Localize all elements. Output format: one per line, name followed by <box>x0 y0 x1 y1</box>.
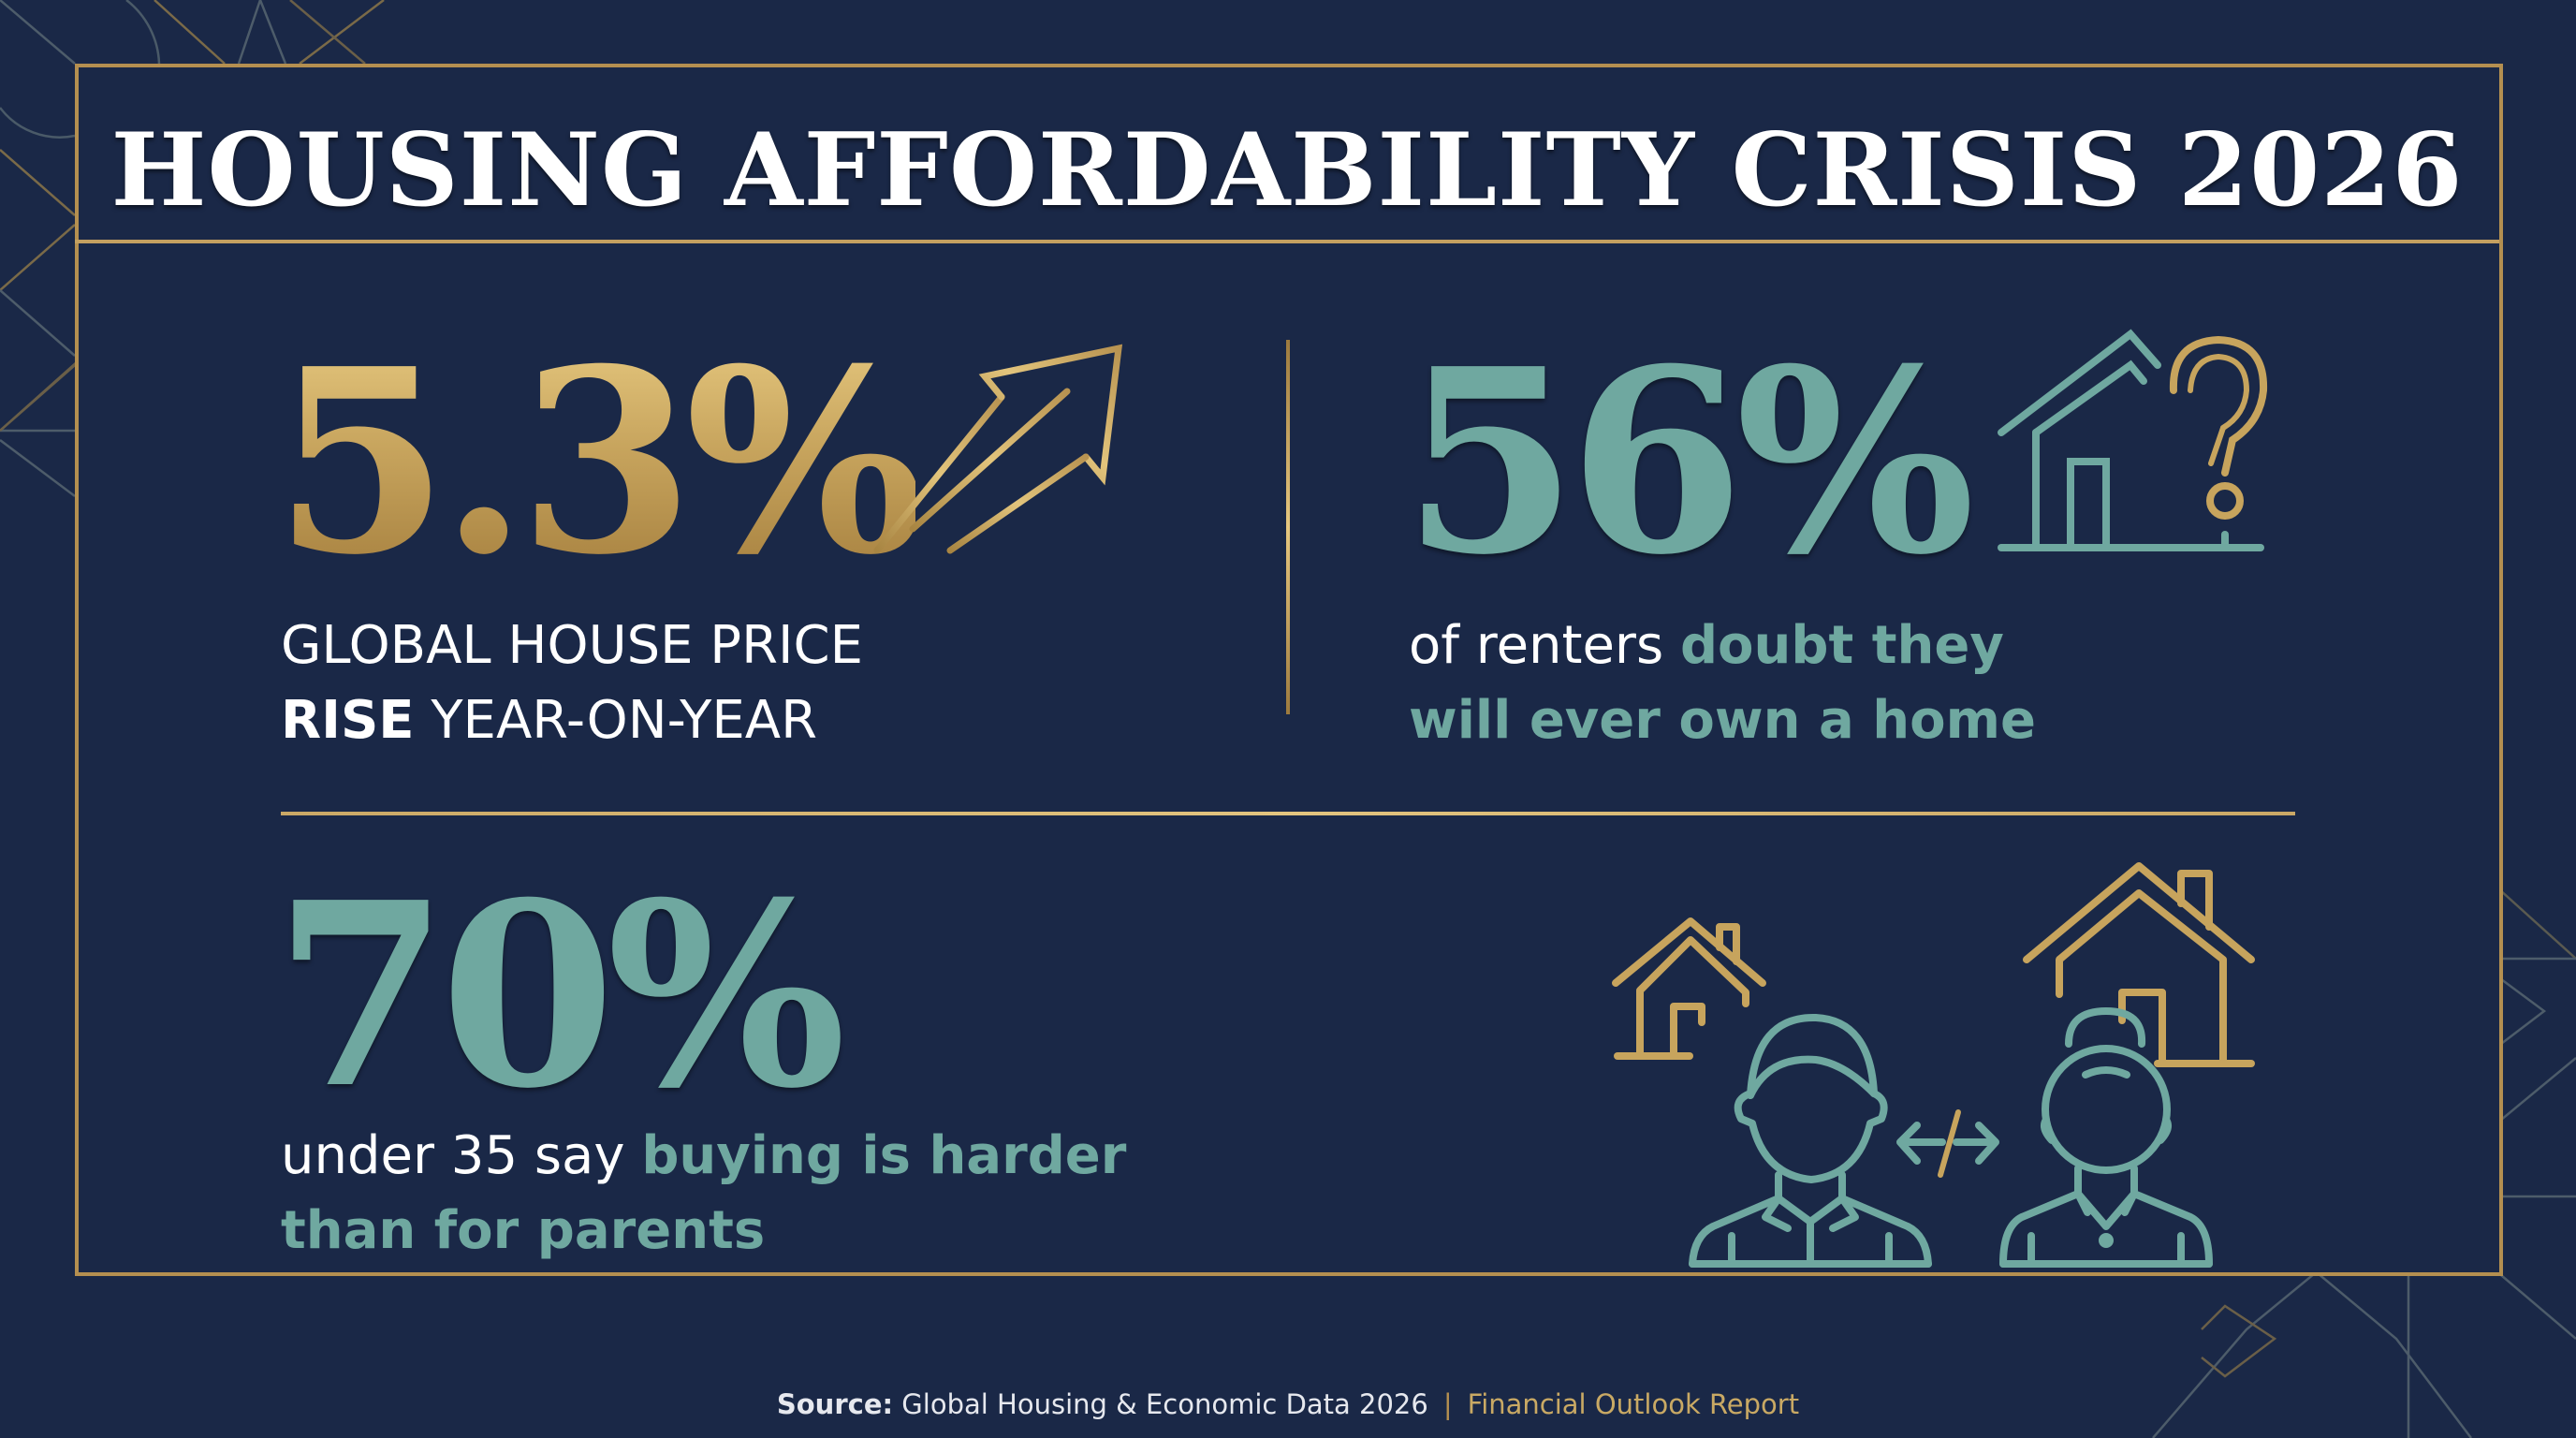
stat-label-line1: of renters doubt they <box>1409 609 2004 683</box>
parent-person-icon <box>1999 1007 2213 1268</box>
vertical-divider <box>1286 340 1290 714</box>
stat-label-accent: will ever own a home <box>1409 690 2036 751</box>
stat-label-line2: will ever own a home <box>1409 683 2036 758</box>
stat-value: 5.3% <box>273 313 925 610</box>
source-text: Global Housing & Economic Data 2026 <box>893 1388 1428 1420</box>
generational-comparison-icon <box>1612 862 2255 1268</box>
stat-label-line2: RISE YEAR-ON-YEAR <box>281 683 817 758</box>
large-house-icon <box>2023 862 2255 1067</box>
page-title: HOUSING AFFORDABILITY CRISIS 2026 <box>110 111 2464 229</box>
trend-up-arrow-icon <box>873 344 1123 554</box>
title-divider <box>75 240 2499 243</box>
stat-label-emphasis: RISE <box>281 690 415 751</box>
small-house-icon <box>1612 917 1766 1060</box>
footer-separator: | <box>1442 1388 1453 1420</box>
stat-value: 56% <box>1402 313 1975 610</box>
stat-label-line1: GLOBAL HOUSE PRICE <box>281 615 863 676</box>
stat-label-plain: under 35 say <box>281 1125 642 1186</box>
stat-label-accent: than for parents <box>281 1200 766 1261</box>
source-label: Source: <box>776 1388 894 1420</box>
stat-label-line1: under 35 say buying is harder <box>281 1119 1126 1194</box>
not-equal-arrows-icon <box>1896 1109 1999 1178</box>
stat-label-accent: buying is harder <box>641 1125 1127 1186</box>
stat-label-line2: than for parents <box>281 1194 765 1269</box>
horizontal-divider <box>281 812 2295 815</box>
young-person-icon <box>1689 1013 1932 1268</box>
house-question-icon <box>1998 329 2268 551</box>
stat-label-plain: of renters <box>1409 615 1680 676</box>
footer-source: Source: Global Housing & Economic Data 2… <box>0 1384 2576 1425</box>
stat-label-accent: doubt they <box>1679 615 2004 676</box>
report-name: Financial Outlook Report <box>1467 1388 1800 1420</box>
stat-value: 70% <box>273 846 846 1144</box>
stat-label-rest: YEAR-ON-YEAR <box>414 690 817 751</box>
